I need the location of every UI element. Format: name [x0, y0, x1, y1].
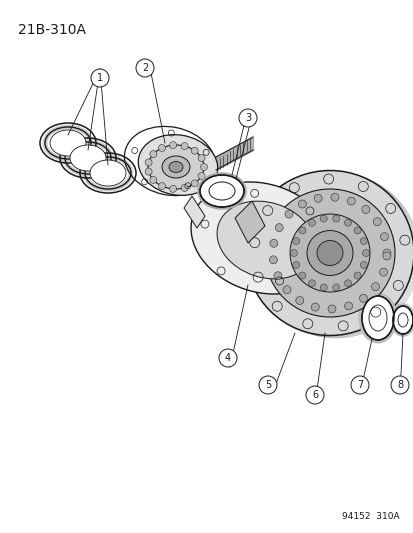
- Circle shape: [169, 142, 176, 149]
- Circle shape: [290, 249, 297, 256]
- Circle shape: [308, 219, 315, 226]
- Circle shape: [238, 109, 256, 127]
- Text: 7: 7: [356, 380, 362, 390]
- Ellipse shape: [216, 201, 314, 279]
- Circle shape: [332, 215, 339, 222]
- Circle shape: [390, 376, 408, 394]
- Circle shape: [359, 238, 366, 245]
- Circle shape: [158, 183, 165, 190]
- Circle shape: [361, 206, 369, 214]
- Circle shape: [320, 284, 326, 291]
- Text: 1: 1: [97, 73, 103, 83]
- Circle shape: [305, 386, 323, 404]
- Circle shape: [292, 262, 299, 269]
- Circle shape: [373, 217, 380, 225]
- Ellipse shape: [199, 175, 243, 207]
- Ellipse shape: [169, 161, 183, 173]
- Circle shape: [370, 282, 379, 290]
- Ellipse shape: [289, 214, 369, 292]
- Circle shape: [282, 286, 290, 294]
- Text: 5: 5: [264, 380, 271, 390]
- Circle shape: [197, 173, 204, 180]
- Ellipse shape: [245, 171, 413, 335]
- Ellipse shape: [161, 156, 190, 178]
- Ellipse shape: [209, 182, 235, 200]
- Circle shape: [150, 176, 157, 183]
- Circle shape: [350, 376, 368, 394]
- Circle shape: [273, 272, 281, 280]
- Ellipse shape: [138, 135, 217, 196]
- Circle shape: [379, 268, 387, 276]
- Ellipse shape: [361, 296, 393, 340]
- Circle shape: [145, 168, 152, 175]
- Ellipse shape: [306, 230, 352, 276]
- Circle shape: [362, 249, 369, 256]
- Circle shape: [313, 194, 321, 202]
- Ellipse shape: [90, 160, 126, 186]
- Circle shape: [145, 159, 152, 166]
- Circle shape: [330, 193, 338, 201]
- Circle shape: [197, 155, 204, 161]
- Circle shape: [308, 280, 315, 287]
- Circle shape: [332, 284, 339, 291]
- Circle shape: [311, 303, 318, 311]
- Ellipse shape: [50, 130, 86, 156]
- Circle shape: [275, 223, 282, 231]
- Circle shape: [181, 142, 188, 150]
- Ellipse shape: [368, 305, 386, 331]
- Circle shape: [295, 296, 303, 304]
- Circle shape: [298, 200, 306, 208]
- Circle shape: [380, 232, 387, 240]
- Circle shape: [200, 164, 207, 171]
- Ellipse shape: [397, 313, 407, 327]
- Circle shape: [359, 262, 366, 269]
- Circle shape: [259, 376, 276, 394]
- Circle shape: [298, 227, 305, 234]
- Circle shape: [382, 249, 390, 257]
- Ellipse shape: [316, 240, 342, 265]
- Ellipse shape: [190, 182, 332, 294]
- Ellipse shape: [392, 306, 412, 334]
- Text: 3: 3: [244, 113, 250, 123]
- Circle shape: [136, 59, 154, 77]
- Text: 94152  310A: 94152 310A: [342, 512, 399, 521]
- Circle shape: [269, 256, 277, 264]
- Ellipse shape: [264, 189, 394, 317]
- Circle shape: [382, 252, 390, 260]
- Ellipse shape: [147, 145, 204, 189]
- Circle shape: [358, 294, 367, 302]
- Circle shape: [353, 272, 360, 279]
- Text: 4: 4: [224, 353, 230, 363]
- Circle shape: [347, 197, 354, 205]
- Text: 6: 6: [311, 390, 317, 400]
- Circle shape: [150, 150, 157, 158]
- Circle shape: [269, 239, 277, 247]
- Circle shape: [344, 280, 351, 287]
- Circle shape: [181, 184, 188, 191]
- Circle shape: [298, 272, 305, 279]
- Circle shape: [191, 180, 198, 187]
- Text: 8: 8: [396, 380, 402, 390]
- Circle shape: [169, 185, 176, 192]
- Circle shape: [158, 144, 165, 151]
- Polygon shape: [183, 196, 204, 228]
- Circle shape: [353, 227, 360, 234]
- Circle shape: [344, 219, 351, 226]
- Circle shape: [320, 215, 326, 222]
- Text: 2: 2: [142, 63, 148, 73]
- Circle shape: [218, 349, 236, 367]
- Circle shape: [191, 147, 198, 154]
- Circle shape: [344, 302, 352, 310]
- Text: 21B-310A: 21B-310A: [18, 23, 86, 37]
- Circle shape: [292, 238, 299, 245]
- Circle shape: [284, 210, 292, 218]
- Ellipse shape: [70, 145, 106, 171]
- Circle shape: [91, 69, 109, 87]
- Polygon shape: [235, 201, 264, 243]
- Circle shape: [327, 305, 335, 313]
